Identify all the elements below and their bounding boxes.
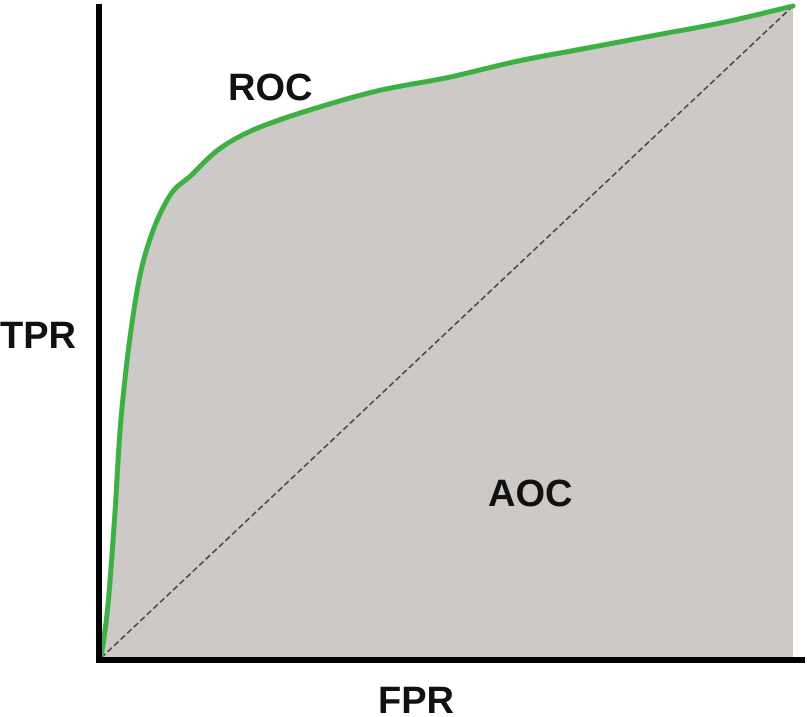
x-axis-label: FPR <box>378 680 454 717</box>
roc-curve-label: ROC <box>228 67 312 109</box>
plot-area <box>98 3 796 661</box>
area-label: AOC <box>488 473 572 515</box>
diagonal-reference-line <box>100 5 794 659</box>
area-under-curve <box>101 6 793 658</box>
roc-curve-line <box>98 3 796 661</box>
y-axis-label: TPR <box>0 315 76 357</box>
